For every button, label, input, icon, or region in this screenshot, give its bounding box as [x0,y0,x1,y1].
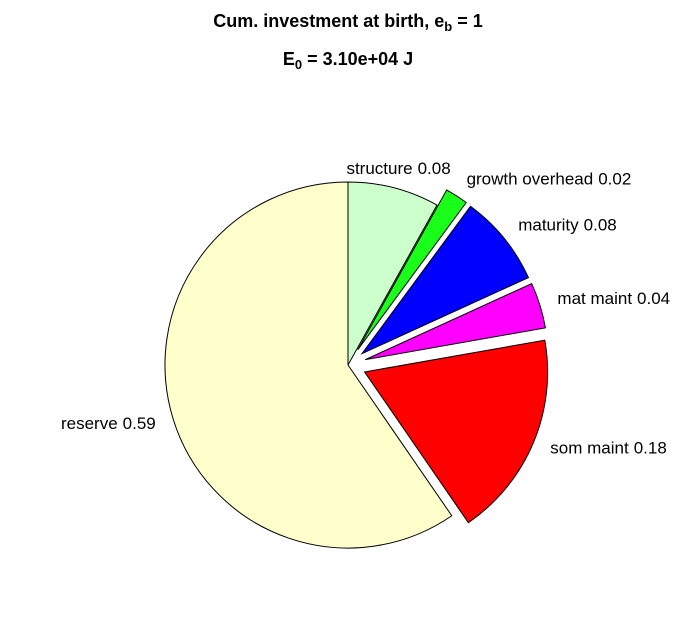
pie-slice [364,282,546,361]
slice-label: growth overhead 0.02 [467,170,632,189]
title-text: Cum. investment at birth, e [213,11,444,31]
pie-slice [357,189,467,351]
category-label: growth overhead [467,170,594,189]
value-label: 0.04 [637,289,670,308]
slice-label: som maint 0.18 [550,439,667,458]
chart-subtitle: E0 = 3.10e+04 J [283,49,413,73]
title-subscript: b [444,19,452,34]
slice-label: maturity 0.08 [518,216,617,235]
category-label: structure [346,160,412,179]
slice-label: reserve 0.59 [61,414,156,433]
category-label: mat maint [557,289,632,308]
value-label: 0.08 [418,160,451,179]
slice-label: structure 0.08 [346,160,450,179]
pie-slice [360,205,530,355]
subtitle-text: E [283,49,295,69]
value-label: 0.02 [598,170,631,189]
category-label: reserve [61,414,118,433]
pie-slice [363,339,549,524]
chart-title: Cum. investment at birth, eb = 1 [213,11,483,35]
category-label: maturity [518,216,579,235]
value-label: 0.18 [634,439,667,458]
value-label: 0.59 [123,414,156,433]
subtitle-text: = 3.10e+04 J [302,49,413,69]
pie-slice [347,181,438,367]
value-label: 0.08 [584,216,617,235]
slice-label: mat maint 0.04 [557,289,670,308]
category-label: som maint [550,439,629,458]
title-text: = 1 [452,11,483,31]
pie-slice [164,181,453,549]
subtitle-subscript: 0 [295,57,302,72]
